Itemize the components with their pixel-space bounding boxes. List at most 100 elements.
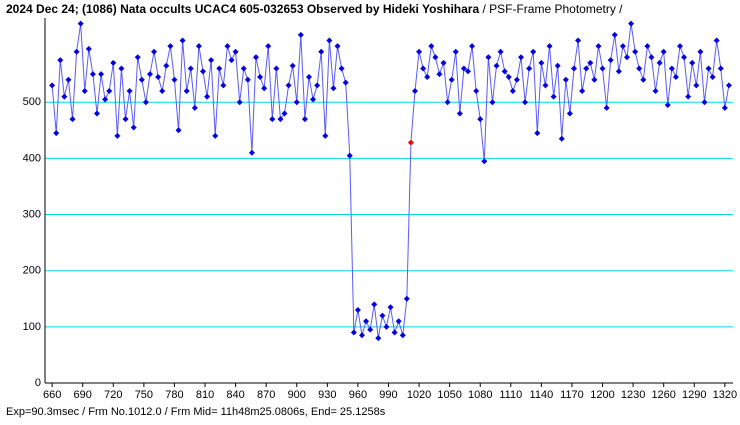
data-point: [513, 76, 520, 83]
data-point: [411, 88, 418, 94]
data-point: [656, 59, 663, 66]
data-point: [236, 99, 243, 106]
data-point: [534, 130, 541, 137]
data-point: [428, 43, 435, 50]
data-point: [73, 48, 80, 55]
data-point: [705, 65, 712, 72]
data-point: [379, 312, 386, 319]
x-tick-label: 1050: [437, 389, 461, 401]
data-point: [485, 54, 492, 61]
data-point: [424, 73, 431, 80]
data-point: [89, 71, 96, 78]
data-point: [204, 93, 211, 100]
data-point: [297, 31, 304, 38]
data-point: [261, 85, 268, 92]
data-point: [623, 54, 630, 61]
x-tick-label: 780: [165, 389, 183, 401]
y-tick-label: 200: [23, 265, 41, 277]
data-point: [318, 48, 325, 55]
data-point: [159, 88, 166, 94]
data-point: [448, 76, 455, 83]
data-point: [554, 62, 561, 69]
chart-title: 2024 Dec 24; (1086) Nata occults UCAC4 6…: [6, 2, 623, 16]
data-point: [130, 124, 137, 131]
data-point: [420, 65, 427, 72]
data-point: [346, 152, 353, 159]
x-tick-label: 690: [74, 389, 92, 401]
data-point: [619, 43, 626, 50]
x-tick-label: 990: [379, 389, 397, 401]
data-point: [444, 99, 451, 106]
y-tick-label: 400: [23, 152, 41, 164]
data-point: [310, 96, 317, 103]
data-point: [191, 104, 198, 111]
plot-area: [49, 20, 732, 342]
data-point: [497, 48, 504, 55]
data-point: [550, 93, 557, 100]
data-point: [591, 76, 598, 83]
data-point: [126, 88, 133, 94]
data-point: [301, 116, 308, 123]
y-tick-label: 300: [23, 208, 41, 220]
data-point: [595, 43, 602, 50]
data-point: [701, 99, 708, 106]
title-text: 2024 Dec 24; (1086) Nata occults UCAC4 6…: [6, 2, 479, 16]
data-point: [713, 37, 720, 44]
data-point: [195, 43, 202, 50]
x-tick-label: 900: [288, 389, 306, 401]
data-point: [505, 73, 512, 80]
data-point: [493, 62, 500, 69]
data-point: [636, 65, 643, 72]
data-point: [252, 54, 259, 61]
data-point: [681, 54, 688, 61]
data-point: [314, 82, 321, 89]
data-point: [322, 132, 329, 139]
x-tick-label: 1200: [590, 389, 614, 401]
data-point: [257, 73, 264, 80]
data-point: [538, 59, 545, 66]
data-point: [326, 37, 333, 44]
data-point: [85, 45, 92, 52]
data-point: [142, 99, 149, 106]
x-tick-label: 840: [226, 389, 244, 401]
x-tick-label: 1320: [713, 389, 737, 401]
data-point: [57, 57, 64, 64]
data-point: [77, 20, 84, 27]
data-point: [358, 332, 365, 339]
x-tick-label: 930: [318, 389, 336, 401]
grid: [45, 101, 733, 384]
data-point: [522, 99, 529, 106]
data-point: [693, 82, 700, 89]
data-point: [269, 116, 276, 123]
data-point: [542, 82, 549, 89]
data-point: [473, 88, 480, 94]
data-point: [49, 82, 56, 89]
x-tick-label: 1290: [682, 389, 706, 401]
data-point: [232, 48, 239, 55]
data-point: [98, 71, 105, 78]
data-point: [526, 65, 533, 72]
data-point: [562, 76, 569, 83]
data-point: [583, 65, 590, 72]
data-point: [371, 301, 378, 308]
x-tick-label: 810: [196, 389, 214, 401]
data-point: [240, 65, 247, 72]
data-point: [676, 43, 683, 50]
x-tick-label: 1020: [407, 389, 431, 401]
data-point: [216, 65, 223, 72]
data-point: [363, 318, 370, 325]
data-point: [489, 99, 496, 106]
data-point: [122, 116, 129, 123]
data-point: [93, 110, 100, 117]
x-tick-label: 660: [43, 389, 61, 401]
data-point: [632, 48, 639, 55]
y-tick-label: 500: [23, 96, 41, 108]
data-point: [114, 132, 121, 139]
data-point: [350, 329, 357, 336]
data-point: [436, 71, 443, 78]
data-point: [248, 149, 255, 156]
data-point: [509, 88, 516, 94]
x-tick-label: 1170: [560, 389, 584, 401]
data-point: [611, 31, 618, 38]
